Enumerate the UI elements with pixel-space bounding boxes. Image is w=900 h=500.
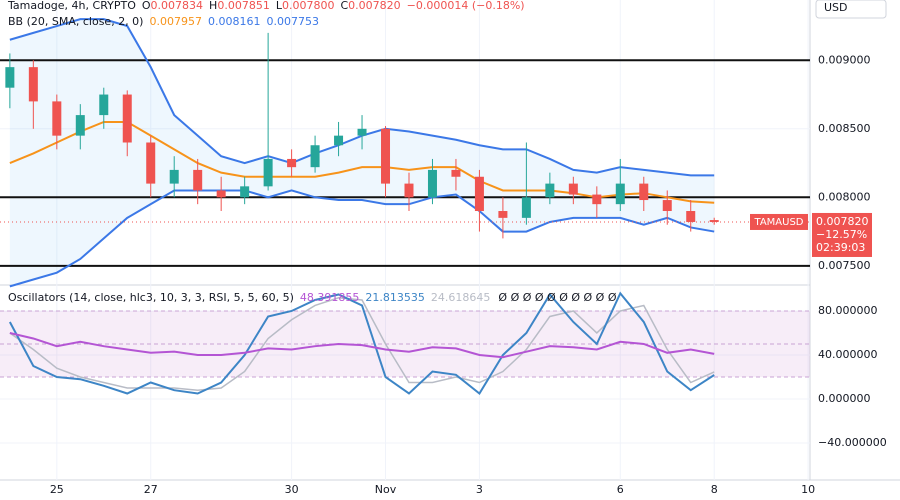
candle-body [52,101,62,136]
candle-body [5,67,15,88]
bb-value: 0.007957 [149,15,202,28]
y-tick-label: 80.000000 [818,304,878,317]
candle-body [686,211,696,222]
candle-body [334,135,344,146]
candle-body [169,169,179,184]
candle-body [592,194,602,205]
candle-body [662,200,672,212]
candle-body [404,183,414,198]
x-tick-label: 25 [50,483,64,496]
bollinger-line [9,189,715,288]
band-fill [9,19,715,287]
x-tick-label: 30 [285,483,299,496]
candle-body [99,94,109,116]
oscillator-line [9,297,715,391]
candle-body [146,142,156,184]
x-tick-label: 6 [617,483,624,496]
y-tick-label: 0.000000 [818,392,871,405]
osc-value: 21.813535 [365,291,425,304]
oscillator-line [9,332,715,359]
candle-body [263,158,273,187]
ohlc-label: O [142,0,151,12]
candle-body [427,169,437,198]
x-tick-label: Nov [375,483,397,496]
y-tick-label: 0.008000 [818,190,871,203]
ohlc-value: 0.007800 [282,0,335,12]
ohlc-label: C [340,0,348,12]
osc-value: 24.618645 [431,291,491,304]
symbol-tag [750,213,808,230]
symbol-text: Tamadoge, 4h, CRYPTO [7,0,136,12]
candle-body [498,211,508,218]
oscillator-legend: Oscillators (14, close, hlc3, 10, 3, 3, … [8,291,617,304]
change-text: −0.000014 (−0.18%) [407,0,525,12]
x-tick-label: 10 [801,483,815,496]
y-tick-label: −40.000000 [818,436,887,449]
candle-body [193,169,203,191]
x-tick-label: 3 [476,483,483,496]
ohlc-value: 0.007851 [217,0,270,12]
ohlc-label: H [209,0,217,12]
ohlc-label: L [276,0,283,12]
symbol-tag-text: TAMAUSD [753,217,803,228]
ohlc-value: 0.007820 [348,0,401,12]
price-legend: Tamadoge, 4h, CRYPTO O0.007834 H0.007851 L0… [7,0,525,12]
candle-body [521,197,531,218]
price-tag [812,212,872,257]
candle-body [568,183,578,195]
candle-body [287,158,297,168]
price-tag-price: 0.007820 [816,215,869,228]
bb-legend: BB (20, SMA, close, 2, 0) 0.007957 0.00816… [8,15,319,28]
osc-extra: Ø Ø Ø Ø Ø Ø Ø Ø Ø Ø [498,291,616,304]
candle-body [381,128,391,184]
candle-body [545,183,555,198]
candle-body [122,94,132,143]
candle-body [709,220,719,222]
x-tick-label: 27 [144,483,158,496]
osc-value: 48.391855 [300,291,360,304]
candle-body [451,169,461,177]
bb-value: 0.007753 [266,15,319,28]
osc-title: Oscillators (14, close, hlc3, 10, 3, 3, … [8,291,294,304]
candle-body [216,190,226,198]
candle-body [28,67,38,102]
oscillator-line [8,291,715,395]
candle-body [75,115,85,136]
y-tick-label: 40.000000 [818,348,878,361]
bb-title: BB (20, SMA, close, 2, 0) [8,15,143,28]
price-tag-change: −12.57% [816,228,867,241]
candle-body [357,128,367,136]
x-tick-label: 8 [711,483,718,496]
bb-value: 0.008161 [208,15,261,28]
candle-body [474,176,484,212]
currency[interactable]: USD [824,1,848,14]
y-tick-label: 0.007500 [818,259,871,272]
candle-body [639,183,649,201]
currency-button[interactable] [815,0,887,19]
ohlc-value: 0.007834 [151,0,204,12]
candle-body [310,145,320,168]
candle-body [615,183,625,205]
candle-body [240,186,250,198]
y-tick-label: 0.009000 [818,53,871,66]
y-tick-label: 0.008500 [818,122,871,135]
price-tag-countdown: 02:39:03 [816,241,865,254]
